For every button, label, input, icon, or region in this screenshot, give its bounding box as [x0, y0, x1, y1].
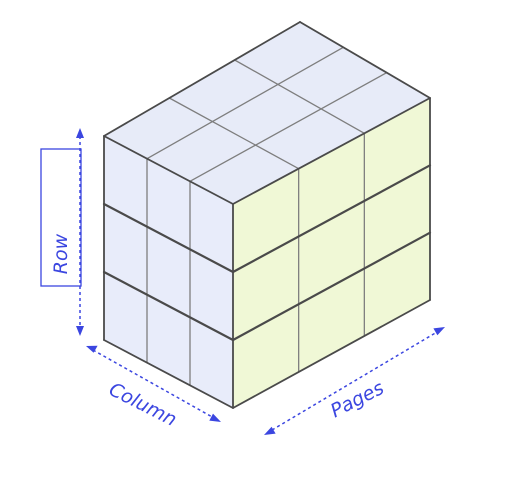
cube-side-face	[233, 98, 430, 408]
row-axis-arrowhead-top	[76, 128, 84, 138]
pages-axis-arrowhead-right	[433, 327, 445, 336]
side-row-divider	[231, 164, 432, 274]
cube-edge	[103, 339, 234, 409]
front-row-divider	[102, 202, 235, 274]
pages-axis-label: Pages	[327, 377, 388, 422]
row-axis: Row	[40, 128, 84, 336]
row-label-box	[40, 148, 82, 287]
cube-grid-lines	[102, 46, 432, 386]
top-page-divider	[234, 59, 365, 134]
cube-top-face	[104, 22, 430, 204]
cube-edge	[103, 21, 301, 137]
side-row-divider	[231, 231, 432, 342]
top-page-divider	[168, 97, 300, 170]
row-axis-arrowhead-bottom	[76, 326, 84, 336]
cube-front-face	[104, 136, 233, 408]
cube-edge	[299, 21, 431, 99]
top-column-divider	[189, 72, 388, 182]
cube	[102, 21, 432, 409]
cube-edge	[232, 299, 431, 409]
pages-axis-arrow-line	[271, 331, 438, 431]
column-axis-arrowhead-left	[86, 345, 98, 353]
top-column-divider	[146, 46, 344, 160]
cube-edge	[103, 135, 234, 205]
column-axis-label: Column	[105, 378, 180, 431]
cube-edge	[232, 97, 431, 205]
row-axis-label: Row	[50, 233, 72, 274]
pages-axis-arrowhead-left	[264, 426, 276, 435]
cube-outline	[103, 21, 431, 409]
column-axis-arrowhead-right	[209, 413, 221, 422]
column-axis-arrow-line	[92, 349, 215, 419]
front-row-divider	[102, 270, 235, 342]
